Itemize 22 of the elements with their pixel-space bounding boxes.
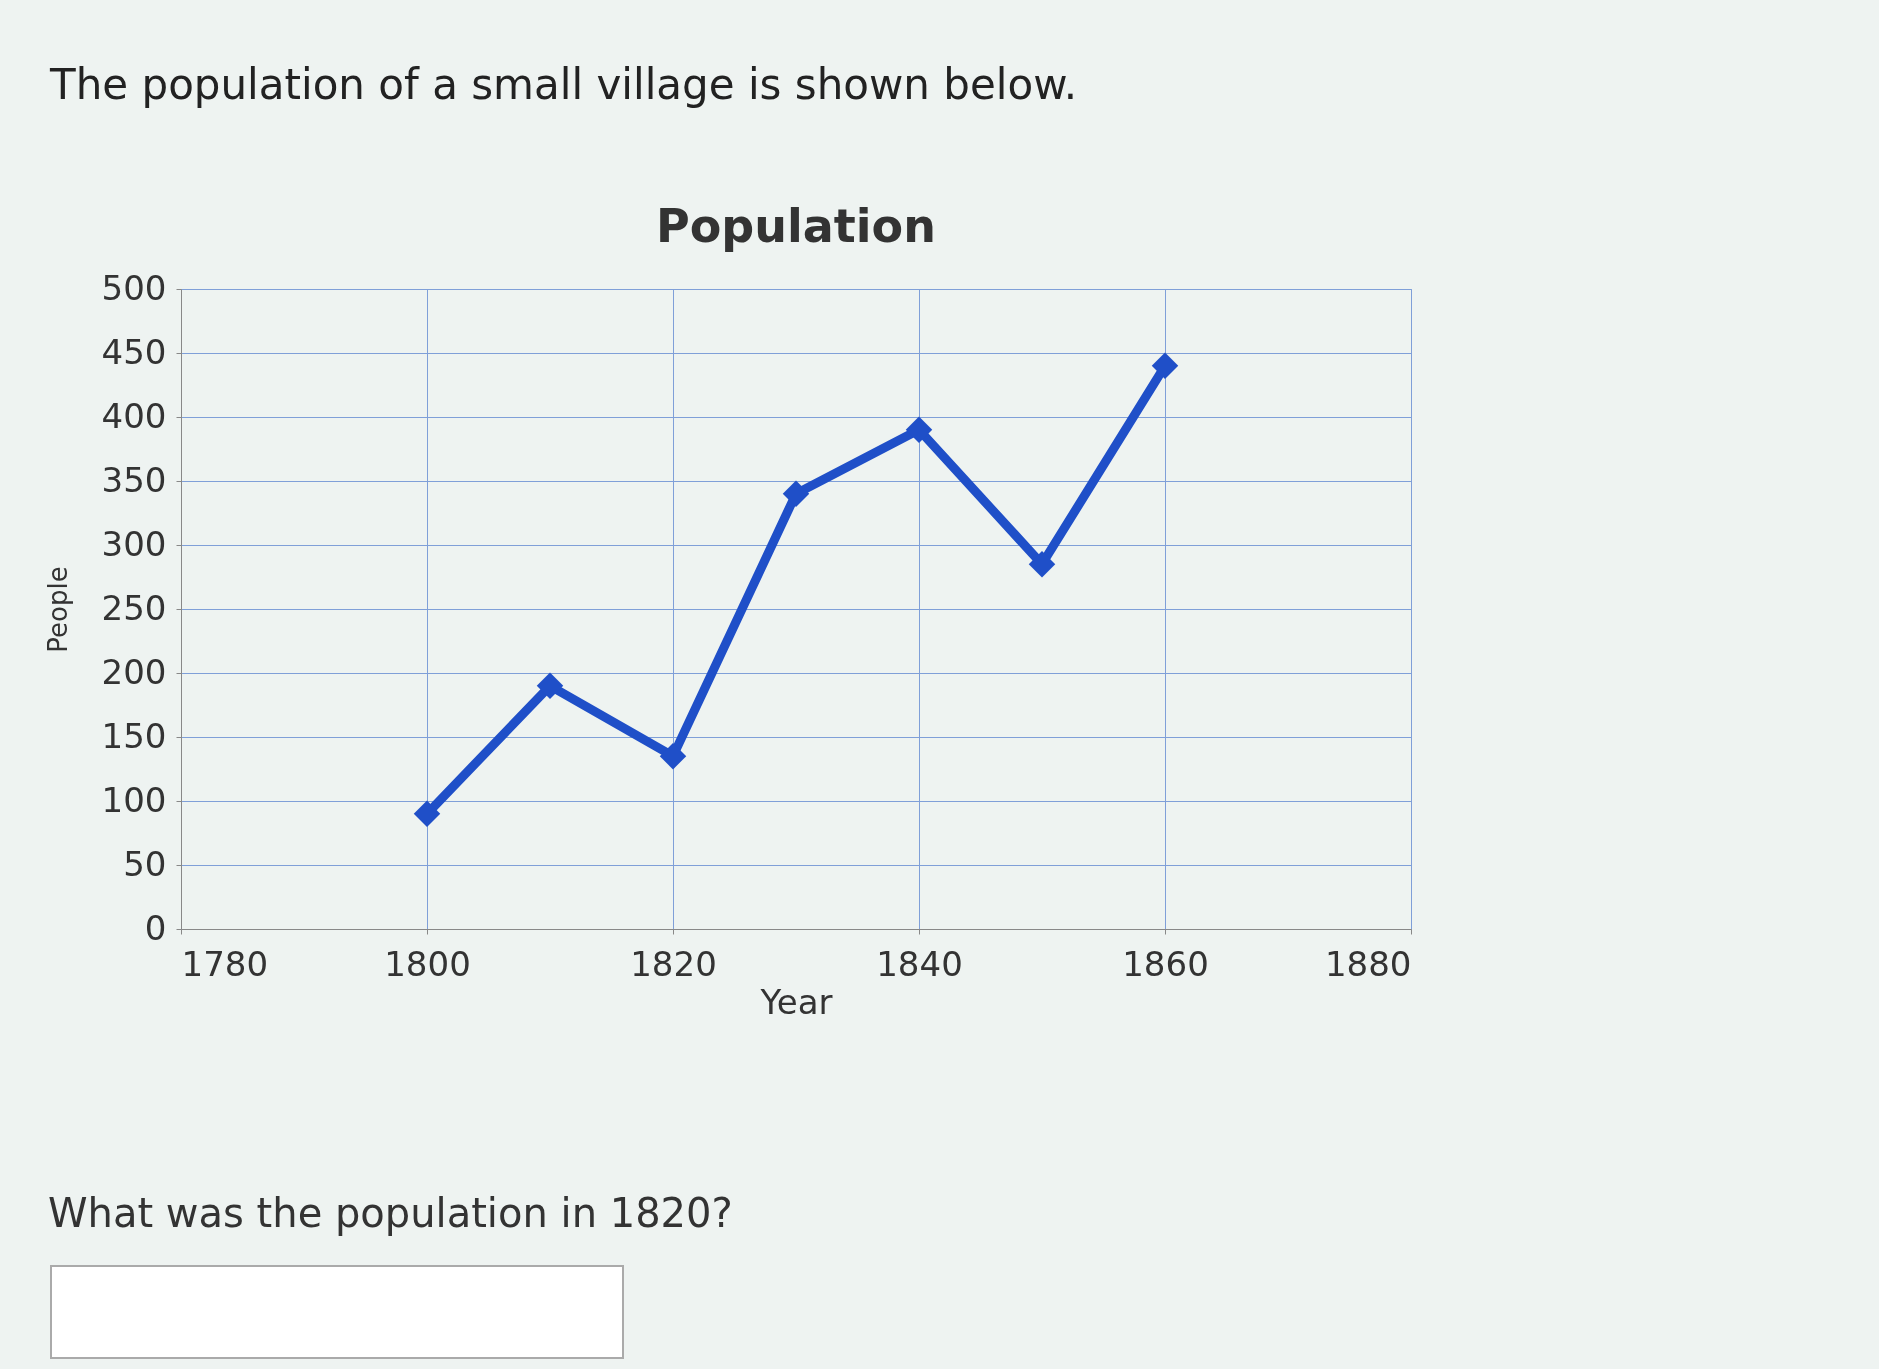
y-tick-label: 50 xyxy=(123,843,167,884)
y-tick-label: 450 xyxy=(101,331,167,372)
y-tick-label: 100 xyxy=(101,779,167,820)
y-tick-label: 0 xyxy=(144,907,167,948)
x-axis-title: Year xyxy=(759,981,833,1022)
chart-title: Population xyxy=(656,199,936,253)
y-tick-label: 400 xyxy=(101,395,167,436)
text: What was the population in 1820? xyxy=(48,1190,733,1236)
y-axis-title: People xyxy=(42,566,73,653)
x-tick-label: 1840 xyxy=(876,943,963,984)
y-tick-label: 500 xyxy=(101,267,167,308)
y-tick-label: 350 xyxy=(101,459,167,500)
x-tick-label: 1880 xyxy=(1324,943,1412,984)
y-tick-label: 200 xyxy=(101,651,167,692)
text: The population of a small village is shown below. xyxy=(50,60,1078,109)
x-tick-label: 1780 xyxy=(181,943,269,984)
x-tick-label: 1820 xyxy=(630,943,717,984)
y-tick-label: 300 xyxy=(101,523,167,564)
x-tick-label: 1800 xyxy=(384,943,471,984)
y-tick-label: 150 xyxy=(101,715,167,756)
y-tick-label: 250 xyxy=(101,587,167,628)
x-tick-label: 1860 xyxy=(1122,943,1209,984)
